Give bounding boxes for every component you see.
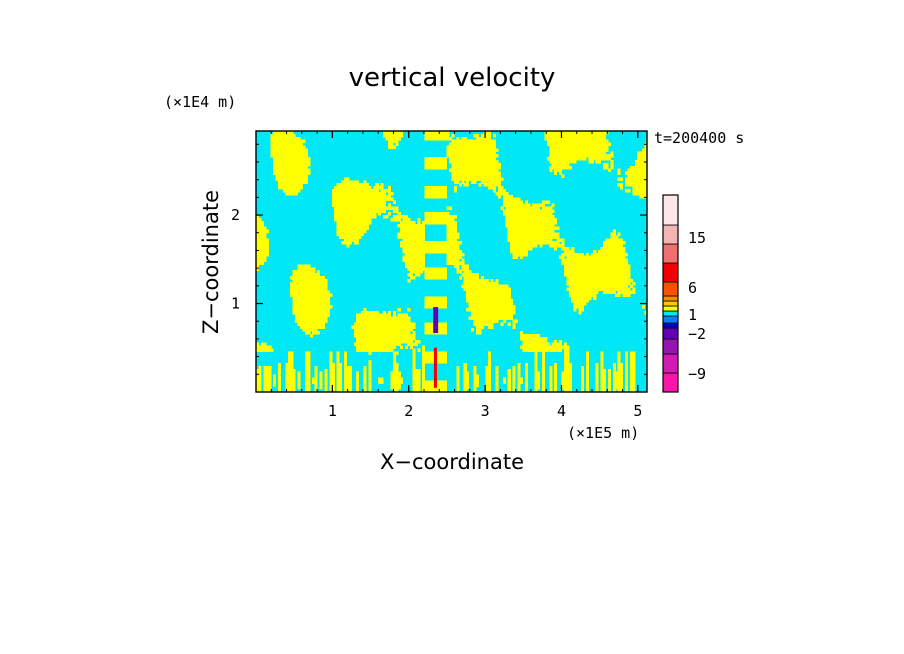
velocity-field <box>256 131 647 392</box>
colorbar-frame <box>662 194 679 393</box>
plot-area: 1 2 3 4 5 1 2 <box>231 130 648 420</box>
colorbar-tick-label: 1 <box>688 306 697 324</box>
x-tick-label: 5 <box>633 402 642 420</box>
colorbar-segment <box>662 295 679 302</box>
updraft-core <box>433 347 437 388</box>
time-label: t=200400 s <box>654 129 744 147</box>
x-axis-label: X−coordinate <box>380 450 524 474</box>
colorbar-tick-label: 15 <box>688 229 706 247</box>
x-tick-label: 4 <box>557 402 566 420</box>
colorbar-tick-label: −2 <box>688 325 706 343</box>
x-tick-label: 1 <box>328 402 337 420</box>
downdraft-core <box>433 307 439 334</box>
colorbar-segment <box>662 243 679 264</box>
colorbar-segment <box>662 310 679 317</box>
colorbar-segment <box>662 338 679 355</box>
colorbar-segment <box>662 315 679 324</box>
colorbar-tick-label: −9 <box>688 365 706 383</box>
colorbar-segment <box>662 281 679 297</box>
colorbar-segment <box>662 300 679 307</box>
colorbar-segment <box>662 327 679 340</box>
x-tick-label: 2 <box>404 402 413 420</box>
y-tick-label: 2 <box>231 206 240 224</box>
axes: 1 2 3 4 5 1 2 <box>231 131 647 420</box>
y-axis-label: Z−coordinate <box>199 190 223 334</box>
colorbar-tick-label: 6 <box>688 279 697 297</box>
colorbar-segment <box>662 372 679 393</box>
colorbar-segment <box>662 194 679 226</box>
y-axis-unit: (×1E4 m) <box>164 93 236 111</box>
field-cells <box>256 131 647 392</box>
x-axis-unit: (×1E5 m) <box>567 424 639 442</box>
y-tick-label: 1 <box>231 295 240 313</box>
plot-frame <box>255 130 648 393</box>
chart-title: vertical velocity <box>349 63 556 93</box>
x-tick-label: 3 <box>481 402 490 420</box>
colorbar-segment <box>662 353 679 374</box>
colorbar: −9 −21 6 15 <box>662 194 706 393</box>
colorbar-segment <box>662 305 679 312</box>
colorbar-segment <box>662 224 679 245</box>
colorbar-segment <box>662 262 679 283</box>
colorbar-segment <box>662 322 679 329</box>
